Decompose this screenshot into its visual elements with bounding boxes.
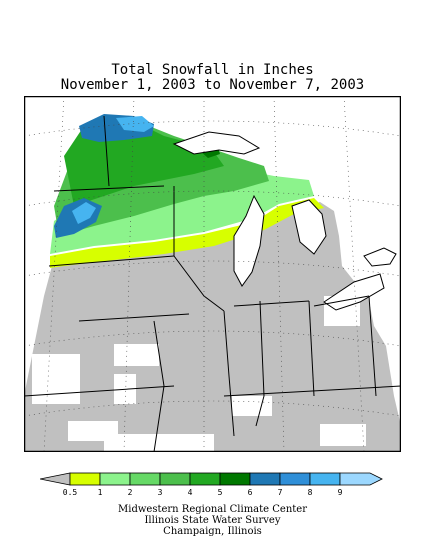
legend-label-4: 4	[188, 488, 193, 497]
state-boundaries	[24, 115, 401, 452]
legend-label-7: 7	[278, 488, 283, 497]
map-date-range: November 1, 2003 to November 7, 2003	[60, 77, 365, 93]
legend-swatch-3	[159, 472, 191, 486]
map-frame	[24, 96, 401, 452]
contour-8-north	[116, 116, 154, 132]
legend-label-5: 5	[218, 488, 223, 497]
graticule	[24, 96, 401, 452]
legend-swatch-9	[339, 472, 383, 486]
legend-label-2: 2	[128, 488, 133, 497]
legend-swatch-2	[129, 472, 161, 486]
credit-survey: Illinois State Water Survey	[144, 515, 281, 526]
legend-swatch-1	[99, 472, 131, 486]
legend-labels: 0.5 1 2 3 4 5 6 7 8 9	[63, 488, 343, 497]
legend-swatch-7	[279, 472, 311, 486]
legend-label-6: 6	[248, 488, 253, 497]
legend-swatch-4	[189, 472, 221, 486]
great-lakes	[172, 131, 397, 311]
legend-label-3: 3	[158, 488, 163, 497]
credit-location: Champaign, Illinois	[163, 526, 262, 537]
no-snow-patches	[32, 296, 366, 452]
legend-label-0.5: 0.5	[63, 488, 78, 497]
legend-label-8: 8	[308, 488, 313, 497]
snowfall-map	[24, 96, 401, 452]
map-title: Total Snowfall in Inches	[111, 62, 314, 78]
legend-label-1: 1	[98, 488, 103, 497]
legend-swatch-8	[309, 472, 341, 486]
contour-8-west	[72, 202, 96, 224]
legend-swatches	[40, 472, 383, 486]
legend-swatch-0.5	[69, 472, 101, 486]
legend-swatch-below	[40, 472, 71, 486]
legend-swatch-5	[219, 472, 251, 486]
contour-0.5	[50, 198, 324, 268]
legend-label-9: 9	[338, 488, 343, 497]
credit-organization: Midwestern Regional Climate Center	[118, 504, 307, 515]
legend-swatch-6	[249, 472, 281, 486]
color-legend: 0.5 1 2 3 4 5 6 7 8 9	[40, 472, 383, 497]
